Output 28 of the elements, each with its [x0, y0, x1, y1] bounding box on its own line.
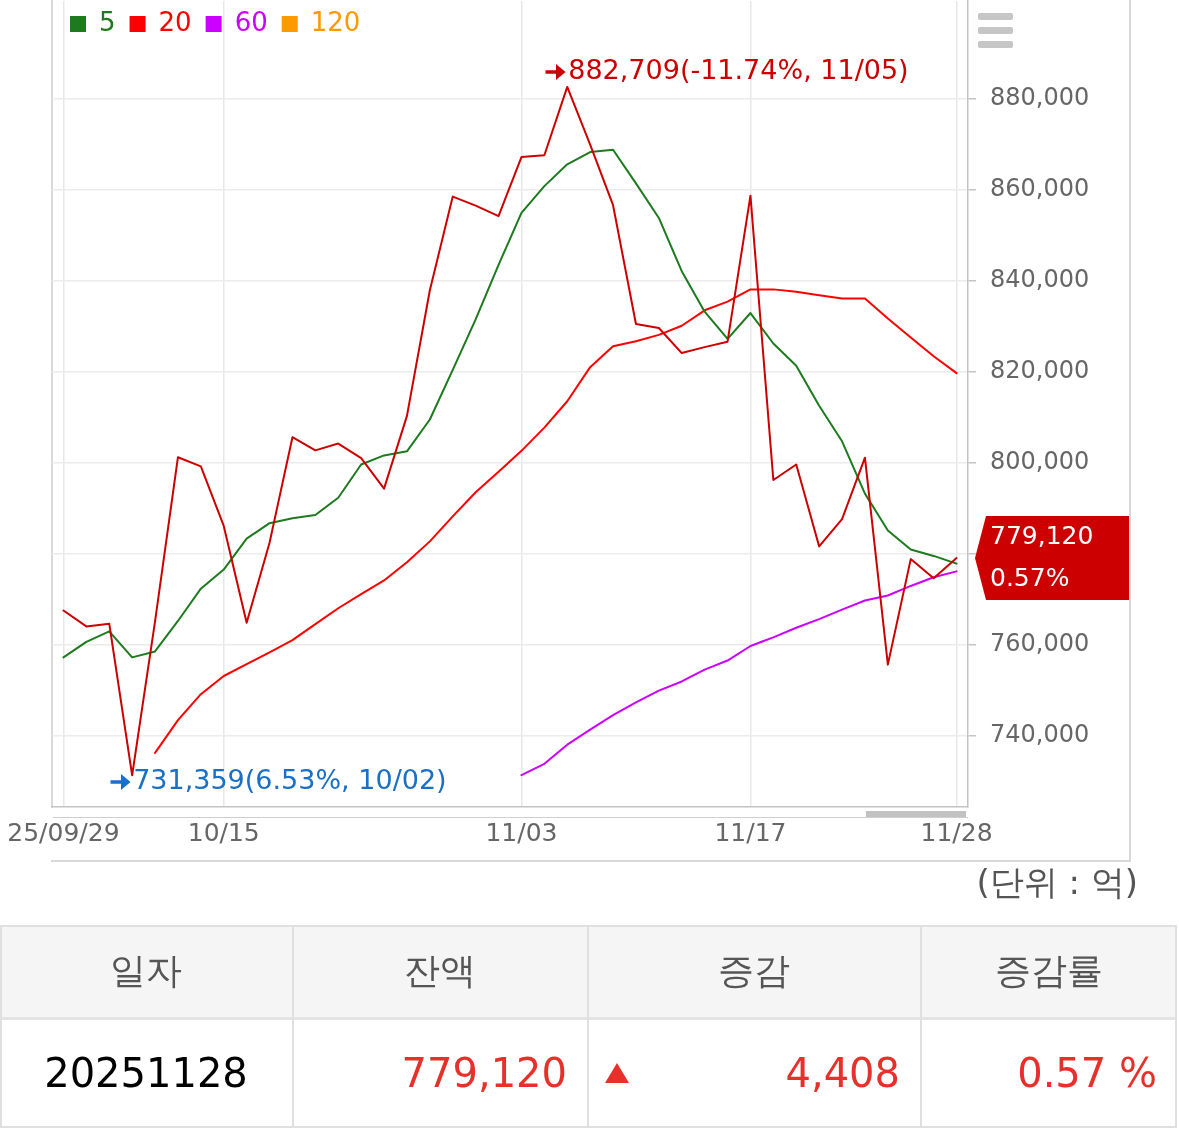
x-tick-label: 11/28 [920, 817, 993, 847]
data-label: 731,359(6.53%, 10/02) [133, 764, 447, 796]
text: (단위 : 억) [976, 861, 1138, 904]
legend-label: 120 [310, 6, 361, 37]
text: 779,120 [401, 1050, 567, 1096]
y-tick-label: 800,000 [990, 447, 1090, 476]
category-label: 일자 [109, 948, 183, 993]
legend-label: 20 [158, 6, 192, 37]
y-tick-label: 840,000 [990, 265, 1090, 294]
data-label: 882,709(-11.74%, 11/05) [568, 53, 909, 85]
y-tick-label: 760,000 [990, 629, 1090, 658]
text: 4,408 [785, 1050, 900, 1096]
y-tick-label: 860,000 [990, 174, 1090, 203]
category-label: 증감률 [993, 948, 1104, 993]
x-tick-label: 10/15 [187, 817, 260, 847]
legend-label: 60 [234, 6, 268, 37]
text: 0.57 % [1017, 1050, 1157, 1096]
x-tick-label: 25/09/29 [7, 817, 120, 847]
y-tick-label: 880,000 [990, 83, 1090, 112]
category-label: 증감 [716, 948, 791, 993]
text: 20251128 [44, 1050, 248, 1096]
data-label: 779,120 0.57% [990, 520, 1094, 592]
y-tick-label: 740,000 [990, 720, 1090, 749]
y-tick-label: 820,000 [990, 356, 1090, 385]
x-tick-label: 11/03 [485, 817, 558, 847]
x-tick-label: 11/17 [714, 817, 787, 847]
category-label: 잔액 [402, 948, 477, 993]
legend-label: 5 [99, 6, 116, 37]
